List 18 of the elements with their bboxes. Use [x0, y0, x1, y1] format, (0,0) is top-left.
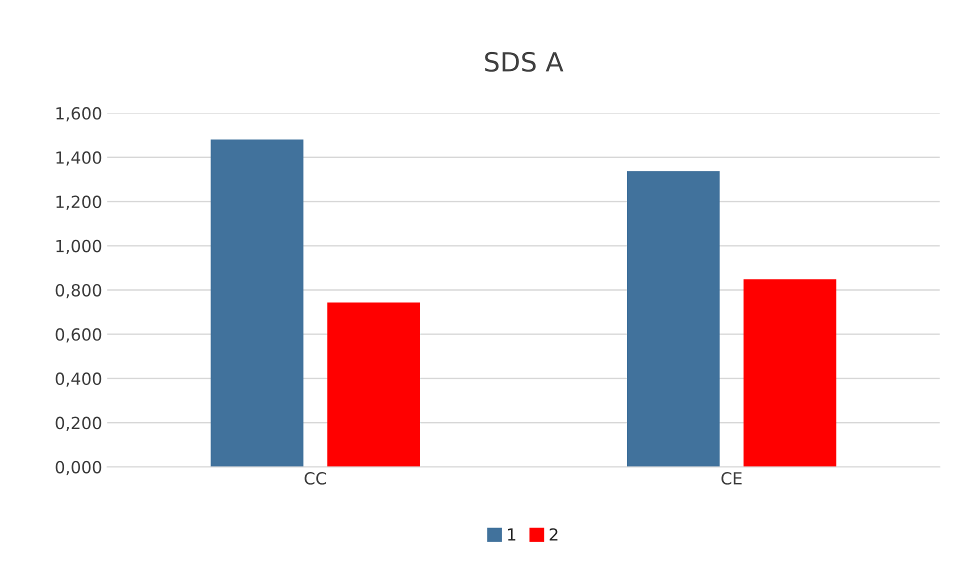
y-tick-label: 0,200 [56, 416, 102, 431]
y-tick-label: 1,600 [56, 107, 102, 122]
bar [327, 302, 420, 467]
x-tick-label: CE [721, 472, 742, 485]
y-tick-label: 0,800 [56, 284, 102, 298]
y-tick-label: 1,400 [56, 151, 102, 166]
y-tick-label: 0,000 [56, 460, 102, 476]
chart-title: SDS A [485, 52, 564, 72]
legend-label: 1 [508, 528, 516, 541]
x-tick-label: CC [304, 472, 326, 485]
y-tick-label: 0,400 [56, 372, 102, 387]
legend-label: 2 [550, 528, 558, 541]
bar [744, 279, 836, 467]
y-tick-label: 1,000 [56, 240, 102, 254]
bar [627, 171, 720, 467]
y-tick-label: 1,200 [56, 196, 102, 210]
y-tick-label: 0,600 [56, 328, 102, 342]
bar [210, 140, 304, 467]
